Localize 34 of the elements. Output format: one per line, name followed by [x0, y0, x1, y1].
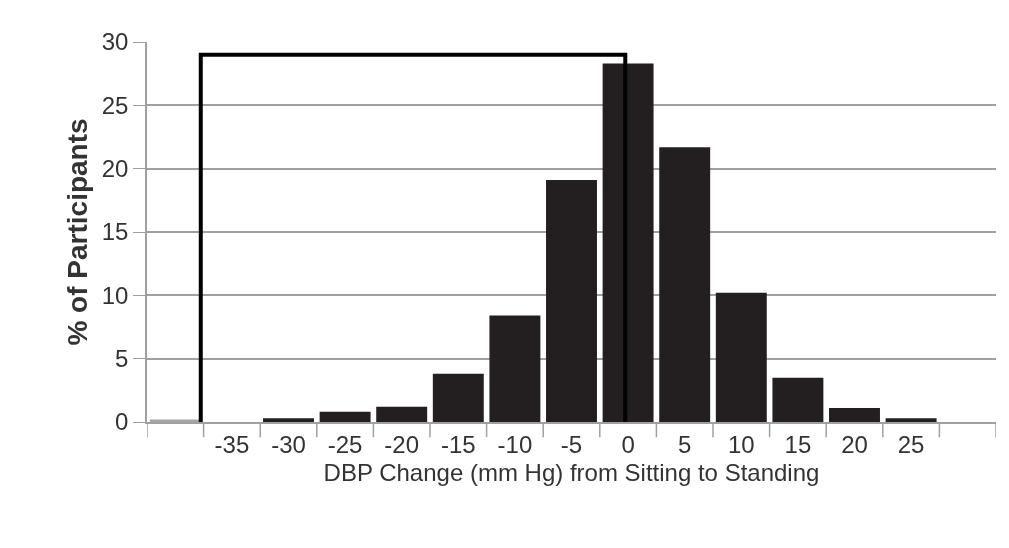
bar [659, 147, 711, 422]
bar [376, 406, 428, 422]
y-tick-label: 20 [101, 155, 129, 183]
y-tick-label: 0 [115, 408, 129, 436]
bar [319, 411, 371, 422]
y-tick-label: 15 [101, 218, 129, 246]
bar [546, 180, 597, 422]
bar [772, 377, 824, 422]
x-tick-label: 5 [678, 430, 692, 458]
x-tick-label: -20 [384, 430, 420, 458]
y-axis-title: % of Participants [61, 118, 93, 346]
x-tick-label: -10 [497, 430, 533, 458]
x-tick-label: 15 [784, 430, 812, 458]
bar [715, 292, 767, 422]
x-tick-label: 0 [621, 430, 635, 458]
x-tick-label: 20 [841, 430, 868, 458]
bar [432, 373, 484, 422]
bar [263, 418, 314, 422]
y-tick-label: 25 [101, 91, 129, 119]
x-tick-label: -35 [214, 430, 250, 458]
x-tick-label: -30 [271, 430, 306, 458]
x-tick-label: -15 [440, 430, 476, 458]
x-tick-label: 25 [897, 430, 925, 458]
x-tick-label: -25 [327, 430, 363, 458]
bar [885, 418, 937, 422]
y-tick-label: 10 [101, 281, 129, 309]
x-tick-label: -5 [560, 430, 583, 458]
bar [489, 315, 541, 422]
x-axis-title: DBP Change (mm Hg) from Sitting to Standing [323, 459, 820, 487]
y-tick-label: 5 [115, 345, 129, 373]
x-tick-label: 10 [727, 430, 755, 458]
y-tick-label: 30 [101, 28, 129, 56]
bar [829, 408, 880, 422]
bar [602, 63, 654, 422]
